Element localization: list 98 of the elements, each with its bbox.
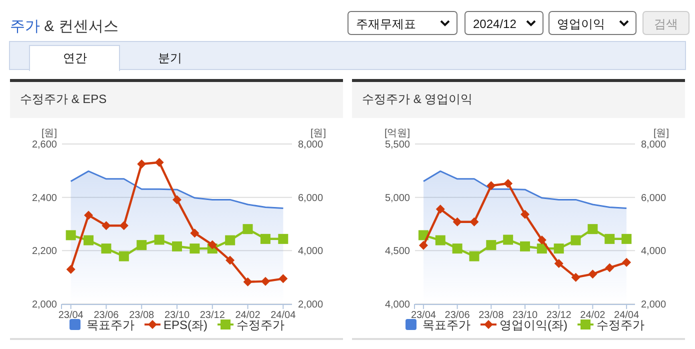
text: 주재무제표 (356, 17, 416, 31)
point (486, 240, 496, 250)
point (537, 236, 546, 244)
y2-tick-label: 8,000 (641, 140, 666, 150)
legend-label: 목표주가 (422, 318, 470, 332)
point (102, 221, 111, 230)
text: 연간 (63, 51, 87, 65)
y-axis-title: [억원] (384, 128, 410, 139)
text: 영업이익 (557, 17, 605, 31)
y-tick-label: 2,000 (32, 300, 58, 310)
point (452, 217, 462, 226)
y-tick-label: 2,400 (32, 192, 58, 204)
point (486, 181, 496, 190)
point (622, 234, 632, 244)
point (208, 240, 217, 250)
point (278, 274, 288, 284)
point (136, 240, 147, 250)
x-tick-label: 24/04 (614, 310, 640, 321)
y2-tick-label: 6,000 (641, 192, 666, 204)
point (604, 234, 615, 244)
x-tick-label: 24/04 (270, 310, 296, 321)
x-tick-label: 24/02 (235, 310, 261, 321)
point (260, 234, 270, 244)
point (101, 244, 112, 254)
point (278, 234, 288, 244)
point (605, 263, 614, 272)
legend-label: 목표주가 (86, 318, 134, 332)
point (154, 234, 164, 245)
point (190, 228, 200, 238)
point (190, 244, 200, 254)
y2-tick-label: 2,000 (298, 300, 324, 310)
point (436, 204, 445, 214)
y2-tick-label: 4,000 (641, 246, 666, 258)
y2-axis-title: [원] (310, 128, 326, 139)
legend-label: 수정주가 (596, 318, 644, 332)
point (554, 258, 564, 268)
legend-label: 수정주가 (236, 318, 285, 332)
point (504, 178, 513, 188)
y2-tick-label: 4,000 (298, 246, 324, 258)
y-tick-label: 2,600 (32, 140, 58, 150)
chart-title: 수정주가 & EPS (20, 92, 107, 106)
point (260, 276, 270, 286)
x-tick-label: 23/08 (478, 310, 504, 321)
point (435, 235, 446, 246)
point (520, 241, 530, 252)
point (588, 270, 598, 279)
y-tick-label: 4,500 (384, 246, 410, 258)
x-tick-label: 23/04 (58, 310, 84, 321)
x-tick-label: 23/12 (546, 310, 572, 321)
text: 분기 (158, 51, 182, 65)
y2-tick-label: 8,000 (298, 140, 324, 150)
y2-tick-label: 6,000 (298, 192, 324, 204)
point (570, 235, 581, 246)
y-tick-label: 5,000 (384, 192, 410, 204)
text: 검색 (654, 17, 678, 31)
point (520, 210, 530, 219)
legend-label: 영업이익(좌) (500, 318, 568, 332)
point (242, 224, 253, 234)
point (119, 221, 128, 230)
point (84, 210, 94, 220)
x-tick-label: 23/06 (444, 310, 470, 321)
point (172, 241, 182, 252)
point (469, 251, 480, 262)
point (66, 230, 76, 240)
y-tick-label: 4,000 (384, 300, 410, 310)
point (137, 160, 146, 168)
x-tick-label: 24/02 (580, 310, 606, 321)
point (84, 235, 94, 246)
point (225, 235, 236, 246)
point (243, 277, 252, 286)
y2-tick-label: 2,000 (641, 300, 666, 310)
legend-label: EPS(좌) (164, 318, 208, 332)
x-tick-label: 23/10 (164, 310, 190, 321)
point (470, 217, 479, 226)
point (118, 251, 129, 262)
x-tick-label: 23/12 (200, 310, 226, 321)
x-tick-label: 23/06 (94, 310, 120, 321)
text: 2024/12 (473, 17, 517, 31)
point (172, 195, 182, 204)
text: 주가 & 컨센서스 (10, 18, 118, 35)
x-tick-label: 23/10 (512, 310, 538, 321)
x-tick-label: 23/08 (129, 310, 155, 321)
point (503, 234, 514, 245)
point (622, 258, 632, 267)
point (452, 244, 462, 254)
point (588, 224, 598, 234)
x-tick-label: 23/04 (410, 310, 436, 321)
point (226, 256, 235, 265)
point (554, 244, 564, 254)
y-axis-title: [원] (41, 128, 58, 139)
point (571, 272, 580, 282)
point (66, 264, 76, 274)
y2-axis-title: [원] (653, 128, 670, 139)
y-tick-label: 5,500 (384, 140, 410, 150)
point (154, 158, 164, 167)
point (418, 240, 428, 250)
y-tick-label: 2,200 (32, 246, 58, 258)
chart-title: 수정주가 & 영업이익 (362, 92, 473, 106)
